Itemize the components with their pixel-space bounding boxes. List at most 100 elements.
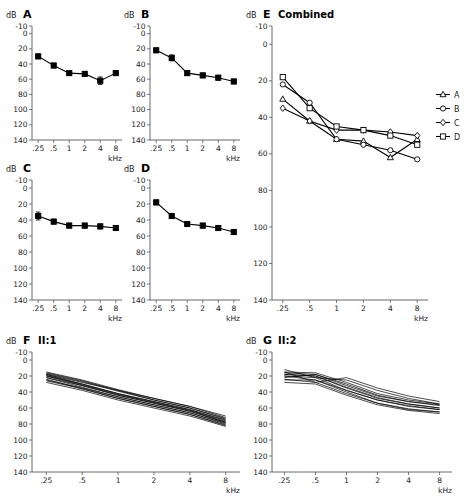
x-tick-label: 8 [415, 304, 420, 313]
plot-area [154, 48, 237, 84]
x-tick [156, 300, 157, 303]
x-tick-label: 4 [406, 476, 411, 485]
y-tick [269, 472, 272, 473]
x-tick-label: .5 [50, 144, 57, 153]
x-axis-label: kHz [226, 314, 240, 323]
y-axis-label: dB [246, 337, 257, 346]
x-tick [218, 300, 219, 303]
marker [334, 137, 339, 142]
y-tick-label: 100 [13, 264, 28, 273]
y-tick [269, 153, 272, 154]
x-tick [115, 140, 116, 143]
error-bar [232, 230, 236, 235]
line [46, 378, 225, 423]
marker [307, 100, 312, 105]
x-tick [417, 300, 418, 303]
x-tick [46, 472, 47, 475]
x-tick [118, 472, 119, 475]
line [283, 77, 417, 145]
x-tick-label: .25 [40, 476, 52, 485]
x-tick [84, 300, 85, 303]
error-bar [170, 55, 174, 61]
y-tick-label: 60 [18, 232, 28, 241]
y-tick [147, 48, 150, 49]
line [156, 50, 234, 81]
error-bar [83, 72, 87, 77]
line [284, 379, 439, 412]
x-tick-label: 4 [216, 144, 221, 153]
y-tick-label: 0 [263, 356, 268, 365]
panel: -10020406080100120140.25.51248dBDkHz [124, 162, 240, 323]
y-tick [269, 263, 272, 264]
line [284, 372, 439, 404]
x-tick-label: 4 [98, 304, 103, 313]
line [46, 375, 225, 421]
marker [280, 82, 285, 87]
y-tick-label: 120 [131, 120, 146, 129]
line [283, 108, 417, 135]
y-tick [29, 220, 32, 221]
plot-area [36, 54, 119, 85]
x-tick-label: 1 [334, 304, 339, 313]
y-tick-label: 20 [18, 44, 28, 53]
x-tick-label: .25 [150, 144, 162, 153]
marker [387, 154, 393, 159]
x-tick-label: 8 [231, 304, 236, 313]
panel-title: E [263, 8, 271, 21]
y-tick [147, 220, 150, 221]
figure: -10020406080100120140.25.51248dBAkHz-100… [0, 0, 474, 504]
x-axis-label: kHz [226, 486, 240, 495]
x-tick [189, 472, 190, 475]
error-bar [98, 77, 102, 85]
marker [415, 157, 420, 162]
y-tick [147, 300, 150, 301]
x-tick-label: 8 [113, 304, 118, 313]
marker [361, 127, 366, 133]
panel-title: F [23, 334, 31, 347]
marker [280, 75, 285, 80]
marker [67, 223, 72, 228]
y-tick [29, 94, 32, 95]
y-tick [29, 284, 32, 285]
y-tick [29, 236, 32, 237]
x-tick [202, 300, 203, 303]
y-tick-label: 20 [258, 372, 268, 381]
y-axis-label: dB [6, 11, 17, 20]
error-bar [114, 226, 118, 231]
y-tick [147, 33, 150, 34]
y-tick-label: 60 [136, 75, 146, 84]
x-tick-label: .25 [278, 476, 290, 485]
y-tick [269, 226, 272, 227]
y-tick [269, 376, 272, 377]
y-tick-label: 80 [18, 248, 28, 257]
y-tick [147, 268, 150, 269]
marker [388, 148, 393, 153]
plot-area [46, 372, 225, 426]
x-tick-label: .25 [32, 304, 44, 313]
y-tick [147, 79, 150, 80]
y-tick [29, 64, 32, 65]
y-tick [29, 188, 32, 189]
error-bar [36, 212, 40, 220]
y-tick [29, 300, 32, 301]
x-tick [187, 140, 188, 143]
error-bar [170, 214, 174, 219]
marker [388, 133, 393, 138]
y-tick-label: 60 [258, 149, 268, 158]
y-tick-label: 80 [258, 420, 268, 429]
y-tick [29, 352, 32, 353]
y-tick-label: 80 [136, 248, 146, 257]
y-axis [272, 352, 273, 472]
y-tick-label: 120 [253, 452, 268, 461]
y-tick [147, 180, 150, 181]
y-tick [269, 300, 272, 301]
x-tick-label: 2 [200, 144, 205, 153]
x-axis [272, 472, 452, 473]
marker [361, 142, 366, 147]
line [46, 372, 225, 416]
line [46, 376, 225, 422]
y-tick [269, 44, 272, 45]
marker [154, 200, 159, 205]
error-bar [52, 219, 56, 224]
error-bar [98, 224, 102, 229]
